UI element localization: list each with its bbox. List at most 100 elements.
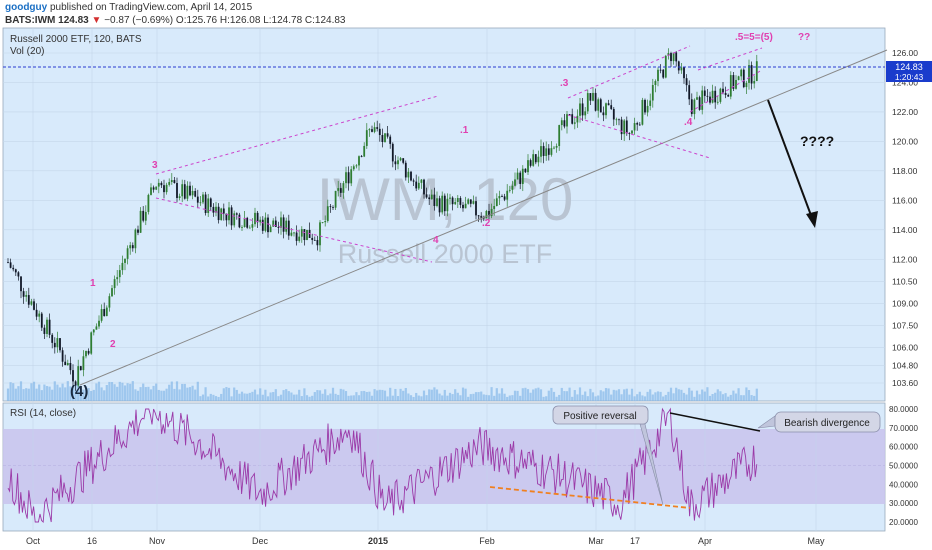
wedge-upper[interactable] bbox=[697, 47, 763, 71]
candle-body bbox=[168, 182, 171, 185]
volume-bar bbox=[550, 387, 553, 401]
candle-body bbox=[683, 67, 685, 79]
time-axis[interactable]: Oct 16 Nov Dec 2015 Feb Mar 17 Apr May bbox=[26, 536, 825, 546]
rsi-tick-label: 20.0000 bbox=[889, 518, 918, 527]
candles bbox=[7, 48, 758, 391]
candle-body bbox=[332, 207, 334, 208]
rsi-divergence-line[interactable] bbox=[489, 486, 691, 509]
candle-body bbox=[540, 146, 542, 157]
volume-bar bbox=[212, 394, 215, 401]
candle-body bbox=[521, 168, 524, 185]
wave-label-dot-2: .2 bbox=[482, 218, 491, 229]
channel-lower-1[interactable] bbox=[155, 197, 433, 263]
projection-arrow[interactable] bbox=[767, 99, 813, 219]
price-pane[interactable] bbox=[2, 27, 886, 402]
volume-bar bbox=[649, 389, 652, 401]
volume-bar bbox=[638, 391, 641, 401]
volume-bar bbox=[53, 381, 56, 401]
volume-bar bbox=[407, 393, 410, 401]
volume-bar bbox=[220, 393, 223, 401]
volume-bar bbox=[295, 394, 298, 401]
candle-body bbox=[680, 67, 683, 71]
volume-bar bbox=[113, 384, 116, 401]
candle-body bbox=[20, 276, 22, 292]
rsi-axis[interactable]: 80.0000 70.0000 60.0000 50.0000 40.0000 30.00… bbox=[889, 405, 918, 527]
candle-body bbox=[579, 103, 581, 116]
volume-bar bbox=[313, 392, 316, 401]
callout-bearish-divergence[interactable] bbox=[774, 411, 881, 433]
volume-bar bbox=[511, 395, 514, 401]
candle-body bbox=[329, 206, 332, 208]
candle-body bbox=[126, 248, 129, 259]
volume-bar bbox=[508, 395, 511, 401]
candle-body bbox=[727, 94, 730, 97]
candle-body bbox=[644, 99, 646, 113]
candle-body bbox=[264, 217, 267, 231]
author-name[interactable]: goodguy bbox=[5, 2, 48, 13]
candle-body bbox=[430, 194, 433, 200]
rsi-bearish-line[interactable] bbox=[669, 412, 761, 432]
volume-bar bbox=[474, 392, 478, 401]
candle-body bbox=[347, 172, 350, 184]
volume-bar bbox=[708, 395, 712, 401]
wedge-lower[interactable] bbox=[689, 69, 763, 113]
volume-bar bbox=[188, 387, 192, 401]
candle-body bbox=[399, 158, 402, 161]
volume-bar bbox=[155, 383, 158, 401]
volume-bar bbox=[64, 387, 67, 401]
volume-bar bbox=[321, 393, 324, 401]
volume-bar bbox=[750, 395, 753, 401]
candle-body bbox=[134, 229, 137, 249]
volume-bar bbox=[58, 387, 62, 401]
candle-body bbox=[581, 103, 584, 116]
channel-lower-2[interactable] bbox=[567, 114, 711, 159]
channel-upper-1[interactable] bbox=[155, 95, 439, 175]
channel-upper-2[interactable] bbox=[567, 45, 691, 99]
volume-bar bbox=[376, 390, 379, 401]
volume-bar bbox=[123, 385, 127, 401]
main-pane-title: Russell 2000 ETF, 120, BATS bbox=[10, 34, 142, 45]
volume-bar bbox=[337, 394, 340, 401]
volume-bar bbox=[6, 388, 10, 401]
callout-positive-reversal[interactable] bbox=[552, 405, 649, 425]
price-axis[interactable]: 126.00 124.00 122.00 120.00 118.00 116.00 114.… bbox=[892, 48, 918, 388]
candle-body bbox=[534, 154, 537, 163]
volume-bar bbox=[17, 386, 20, 401]
volume-bar bbox=[685, 394, 688, 401]
candle-body bbox=[373, 127, 376, 132]
volume-bar bbox=[19, 381, 23, 401]
candle-body bbox=[719, 88, 722, 102]
volume-bar bbox=[706, 387, 709, 401]
volume-bar bbox=[620, 394, 623, 401]
candle-body bbox=[202, 194, 204, 203]
candle-body bbox=[376, 127, 379, 129]
volume-bar bbox=[199, 396, 202, 401]
question-marks: ???? bbox=[800, 133, 834, 149]
long-trendline[interactable] bbox=[79, 49, 888, 386]
volume-bar bbox=[134, 389, 137, 401]
volume-bar bbox=[571, 396, 574, 401]
candle-body bbox=[282, 217, 285, 232]
candle-body bbox=[625, 120, 628, 134]
volume-bar bbox=[266, 396, 270, 401]
volume-bar bbox=[480, 391, 483, 401]
candle-body bbox=[87, 350, 90, 354]
candle-body bbox=[144, 211, 147, 221]
volume-bar bbox=[599, 390, 602, 401]
candle-body bbox=[547, 148, 550, 155]
volume-bar bbox=[201, 394, 205, 401]
candle-body bbox=[532, 154, 535, 166]
candle-body bbox=[137, 229, 139, 233]
volume-bar bbox=[253, 389, 257, 401]
volume-bar bbox=[425, 395, 428, 401]
volume-bar bbox=[191, 385, 194, 401]
volume-bar bbox=[240, 391, 244, 401]
volume-bar bbox=[529, 392, 532, 401]
candle-body bbox=[511, 185, 514, 190]
candle-body bbox=[586, 93, 589, 112]
candle-body bbox=[40, 313, 43, 328]
volume-bar bbox=[459, 395, 462, 401]
ohlc-values: O:125.76 H:126.08 L:124.78 C:124.83 bbox=[175, 15, 346, 26]
candle-body bbox=[641, 99, 644, 125]
